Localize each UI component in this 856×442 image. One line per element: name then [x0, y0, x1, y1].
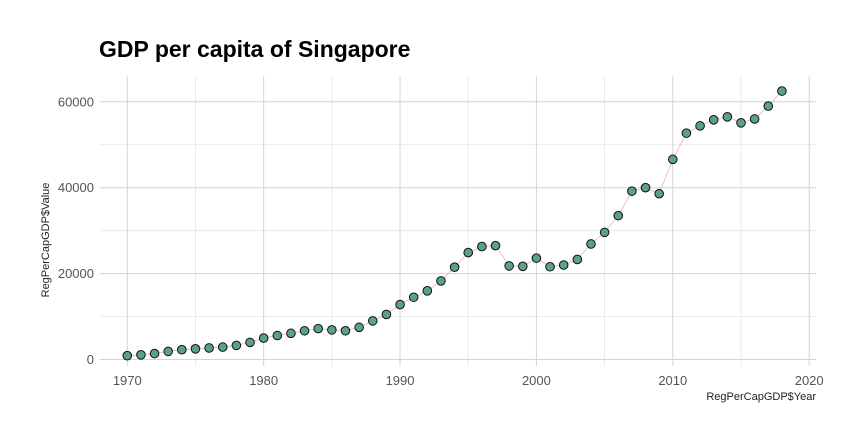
data-point — [231, 340, 242, 351]
data-point — [313, 323, 324, 334]
data-point — [722, 112, 733, 122]
data-point — [572, 254, 583, 265]
x-axis-label: RegPerCapGDP$Year — [706, 391, 816, 403]
data-point — [763, 101, 774, 111]
data-point — [613, 210, 624, 221]
data-point — [354, 322, 364, 333]
data-point — [367, 316, 378, 326]
data-point — [749, 114, 760, 124]
data-point — [558, 260, 569, 270]
x-tick-label: 2020 — [795, 373, 824, 388]
data-point — [163, 346, 173, 357]
data-point — [668, 154, 678, 165]
x-tick-label: 2010 — [658, 373, 687, 388]
x-tick-label: 1980 — [249, 373, 278, 388]
y-tick-labels: 0 20000 40000 60000 — [58, 94, 94, 367]
data-point — [204, 343, 214, 353]
data-point — [517, 261, 528, 272]
data-point — [422, 286, 433, 296]
data-point — [449, 262, 460, 272]
data-point — [695, 121, 705, 131]
data-point — [245, 337, 255, 348]
data-point — [136, 350, 146, 360]
x-tick-labels: 1970 1980 1990 2000 2010 2020 — [113, 373, 824, 388]
data-point — [149, 348, 160, 359]
data-points — [122, 86, 787, 361]
y-tick-label: 40000 — [58, 180, 94, 195]
data-point — [463, 247, 474, 258]
data-point — [381, 309, 392, 320]
y-tick-label: 60000 — [58, 94, 94, 109]
data-point — [272, 330, 283, 341]
y-axis-label: RegPerCapGDP$Value — [40, 183, 52, 298]
data-point — [736, 118, 746, 128]
data-point — [490, 240, 501, 251]
data-point — [177, 344, 187, 355]
data-point — [327, 325, 337, 335]
data-point — [299, 325, 310, 336]
data-point — [477, 241, 487, 252]
data-point — [545, 261, 555, 272]
data-point — [681, 128, 692, 138]
data-point — [777, 86, 787, 96]
data-point — [708, 115, 719, 125]
data-point — [640, 182, 651, 193]
data-point — [286, 328, 296, 339]
data-point — [217, 342, 228, 352]
data-point — [190, 344, 201, 354]
data-point — [340, 325, 351, 336]
x-tick-label: 1990 — [386, 373, 415, 388]
data-point — [395, 299, 405, 310]
data-point — [504, 261, 514, 271]
data-point — [436, 276, 446, 286]
y-tick-label: 20000 — [58, 266, 94, 281]
data-point — [258, 333, 269, 343]
data-point — [122, 350, 133, 361]
data-point — [408, 292, 419, 303]
grid — [100, 76, 816, 366]
data-point — [531, 253, 542, 263]
x-tick-label: 2000 — [522, 373, 551, 388]
data-point — [586, 239, 596, 249]
chart-title: GDP per capita of Singapore — [99, 36, 410, 62]
x-tick-label: 1970 — [113, 373, 142, 388]
data-point — [627, 186, 637, 196]
data-point — [599, 227, 610, 238]
data-point — [654, 188, 664, 199]
y-tick-label: 0 — [87, 352, 94, 367]
